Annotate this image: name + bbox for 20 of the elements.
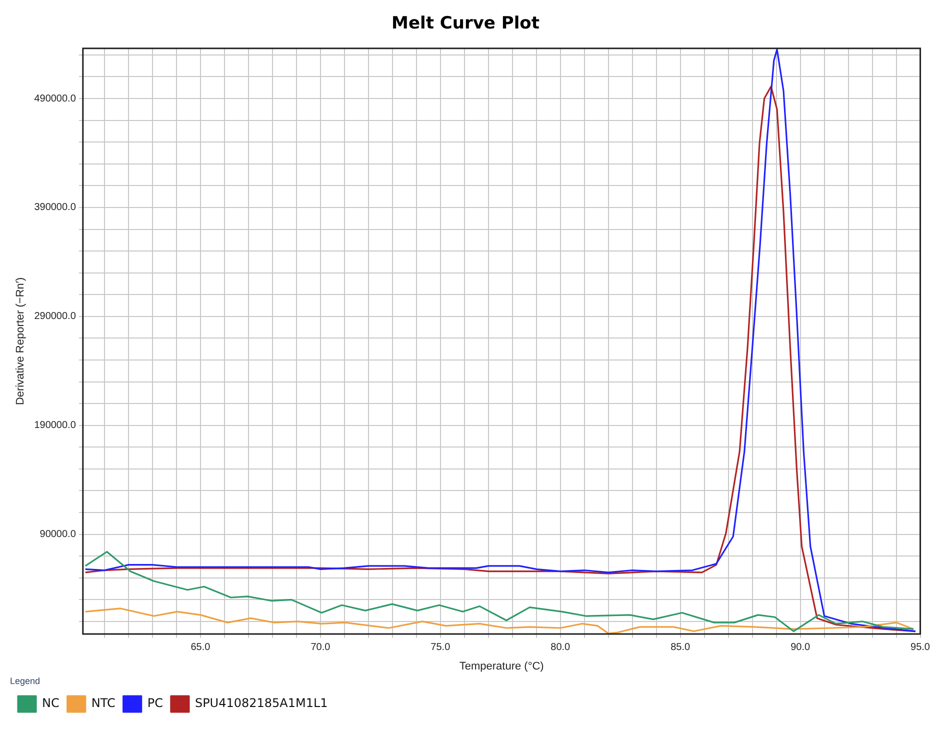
legend-title: Legend — [10, 676, 40, 686]
x-tick-label: 75.0 — [430, 642, 451, 653]
x-tick-label: 85.0 — [670, 642, 691, 653]
legend-label: PC — [147, 696, 163, 710]
x-tick-label: 80.0 — [550, 642, 571, 653]
legend-label: NTC — [91, 696, 116, 710]
x-tick-label: 65.0 — [190, 642, 211, 653]
y-tick-label: 390000.0 — [34, 202, 76, 214]
y-tick-label: 190000.0 — [34, 420, 76, 432]
x-axis-title: Temperature (°C) — [459, 660, 544, 673]
x-tick-label: 95.0 — [910, 642, 930, 653]
y-axis-title: Derivative Reporter (−Rn′) — [14, 277, 27, 406]
y-tick-label: 90000.0 — [40, 529, 76, 540]
chart-title: Melt Curve Plot — [392, 14, 540, 34]
x-tick-label: 90.0 — [790, 642, 810, 653]
y-tick-label: 290000.0 — [34, 311, 76, 322]
y-tick-label: 490000.0 — [34, 93, 76, 104]
legend-label: SPU41082185A1M1L1 — [194, 696, 328, 710]
legend-label: NC — [42, 696, 60, 710]
x-tick-label: 70.0 — [310, 642, 331, 653]
